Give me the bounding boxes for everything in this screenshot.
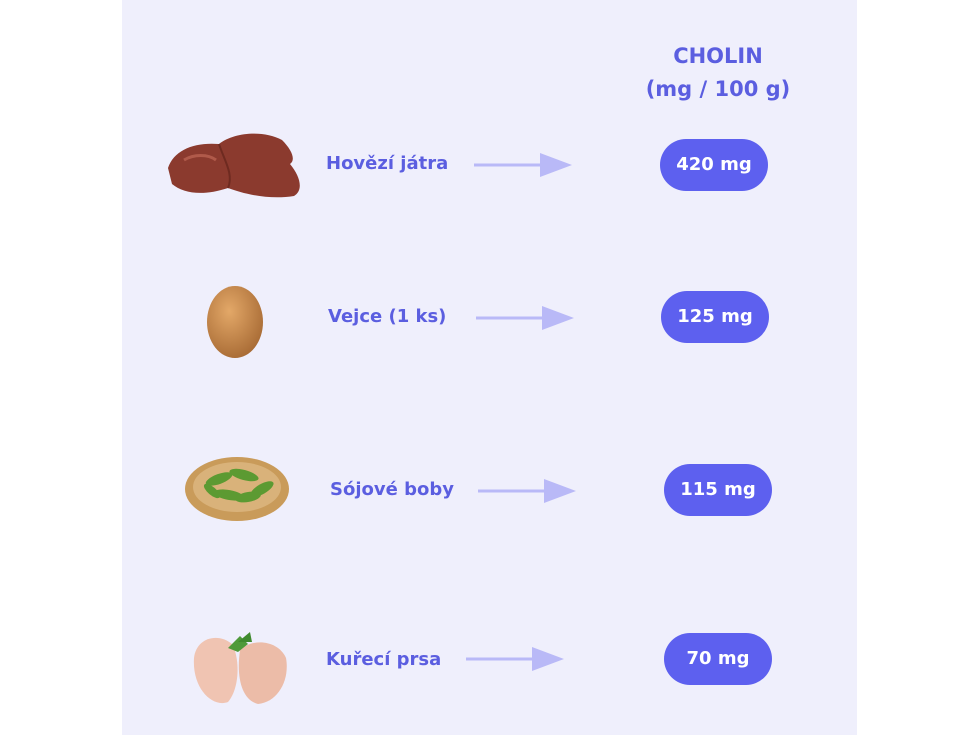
food-label: Kuřecí prsa	[326, 649, 442, 670]
beef-liver-icon	[168, 133, 300, 198]
header-title: CHOLIN	[673, 44, 763, 68]
arrow-right-icon	[476, 306, 574, 330]
column-header: CHOLIN (mg / 100 g)	[618, 40, 818, 106]
food-label: Vejce (1 ks)	[328, 306, 447, 327]
choline-value-badge: 70 mg	[664, 633, 772, 685]
egg-icon	[207, 286, 263, 358]
food-label: Hovězí játra	[326, 153, 449, 174]
arrow-right-icon	[478, 479, 576, 503]
chicken-breast-icon	[193, 632, 287, 704]
choline-value-badge: 125 mg	[661, 291, 769, 343]
choline-value-badge: 115 mg	[664, 464, 772, 516]
choline-value-badge: 420 mg	[660, 139, 768, 191]
header-unit: (mg / 100 g)	[645, 77, 791, 101]
arrow-right-icon	[466, 647, 564, 671]
infographic-panel	[122, 0, 857, 735]
food-label: Sójové boby	[330, 479, 454, 500]
arrow-right-icon	[474, 153, 572, 177]
soybeans-icon	[185, 457, 289, 521]
